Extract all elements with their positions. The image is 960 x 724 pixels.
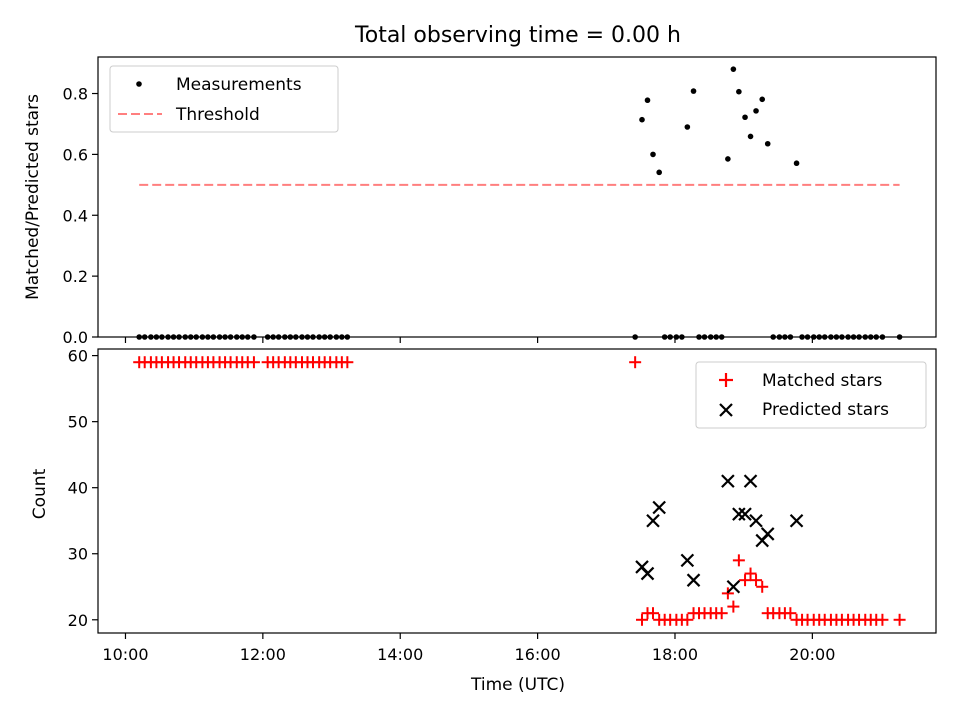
top-legend-box [109,65,339,133]
top-y-tick-label: 0.6 [63,145,88,164]
bottom-y-tick-label: 50 [68,413,88,432]
bottom-plot-area [133,356,906,626]
matched-star-point [732,554,745,567]
top-legend: Measurements Threshold [109,65,339,133]
measurement-point [644,97,651,104]
predicted-star-point [760,527,775,541]
measurement-point [650,151,656,158]
bottom-x-axis: 10:00 12:00 14:00 16:00 18:00 20:00 [102,633,835,664]
matched-star-point [247,356,260,369]
measurement-point [759,96,766,103]
measurement-point [764,140,771,147]
predicted-star-point [749,513,763,528]
bottom-legend: Matched stars Predicted stars [695,361,927,429]
figure-title: Total observing time = 0.00 h [354,23,681,48]
predicted-star-point [652,500,666,515]
legend-matched-label: Matched stars [762,371,882,391]
bottom-x-tick-label: 16:00 [515,645,561,664]
legend-measurements-label: Measurements [176,75,302,95]
matched-star-point [739,574,752,587]
matched-star-point [876,613,889,626]
predicted-star-point [789,513,804,528]
bottom-x-tick-label: 20:00 [789,645,835,664]
measurement-point [690,88,697,94]
bottom-x-tick-label: 14:00 [377,645,423,664]
top-y-tick-label: 0.2 [63,267,88,286]
measurement-point [753,108,759,114]
bottom-y-axis-label: Count [30,468,50,519]
bottom-x-tick-label: 10:00 [102,645,148,664]
bottom-x-tick-label: 12:00 [240,645,286,664]
matched-star-point [721,587,734,600]
measurement-point [684,124,691,130]
top-panel-frame [97,56,937,338]
matched-star-point [727,600,740,613]
predicted-star-point [646,513,660,528]
matched-star-point [629,356,642,369]
top-y-tick-label: 0.8 [63,85,88,104]
predicted-star-point [726,579,741,594]
legend-predicted-label: Predicted stars [762,400,889,420]
bottom-panel: 20 30 40 50 60 10:00 12:00 14:00 16:00 18:00 20:0… [30,347,937,695]
predicted-star-point [732,507,746,521]
top-panel: 0.00.20.40.60.8 Matched/Predicted stars … [23,56,937,347]
matched-star-point [756,580,769,593]
matched-star-point [893,613,906,626]
matched-star-point [636,613,649,626]
matched-star-point [715,607,728,620]
bottom-y-tick-label: 60 [68,347,88,366]
legend-measurements-marker [136,81,142,87]
bottom-y-tick-label: 20 [68,611,88,630]
predicted-star-point [640,566,655,581]
top-y-axis-label: Matched/Predicted stars [23,94,43,300]
legend-matched-marker [719,373,733,387]
predicted-star-point [680,553,695,568]
measurement-point [725,156,731,162]
matched-star-point [744,567,757,580]
measurement-point [639,116,645,123]
predicted-star-point [686,573,701,587]
legend-predicted-marker [719,403,733,417]
bottom-legend-box [695,361,927,429]
top-y-axis: 0.0 0.2 0.4 0.6 0.8 [63,85,98,347]
measurement-point [793,160,800,167]
legend-threshold-label: Threshold [175,105,260,125]
matched-star-point [784,607,797,620]
measurement-point [730,66,737,72]
measurement-point [656,169,662,176]
bottom-y-tick-label: 40 [68,479,88,498]
predicted-star-point [721,474,735,488]
top-x-ticks [124,337,813,343]
measurement-point [747,133,754,140]
bottom-x-tick-label: 18:00 [652,645,698,664]
measurement-point [736,88,742,95]
top-y-tick-label: 0.4 [63,206,88,225]
bottom-y-axis: 20 30 40 50 60 [68,347,98,630]
predicted-star-point [738,507,752,521]
measurement-point [742,114,748,121]
bottom-panel-frame [97,348,937,634]
bottom-x-axis-label: Time (UTC) [470,675,565,695]
matched-star-point [647,607,660,620]
bottom-y-tick-label: 30 [68,545,88,564]
matched-star-point [681,613,694,626]
matched-star-point [341,356,354,369]
top-y-tick-label: 0.0 [63,328,88,347]
matched-star-point [750,574,763,587]
predicted-star-point [743,474,758,488]
